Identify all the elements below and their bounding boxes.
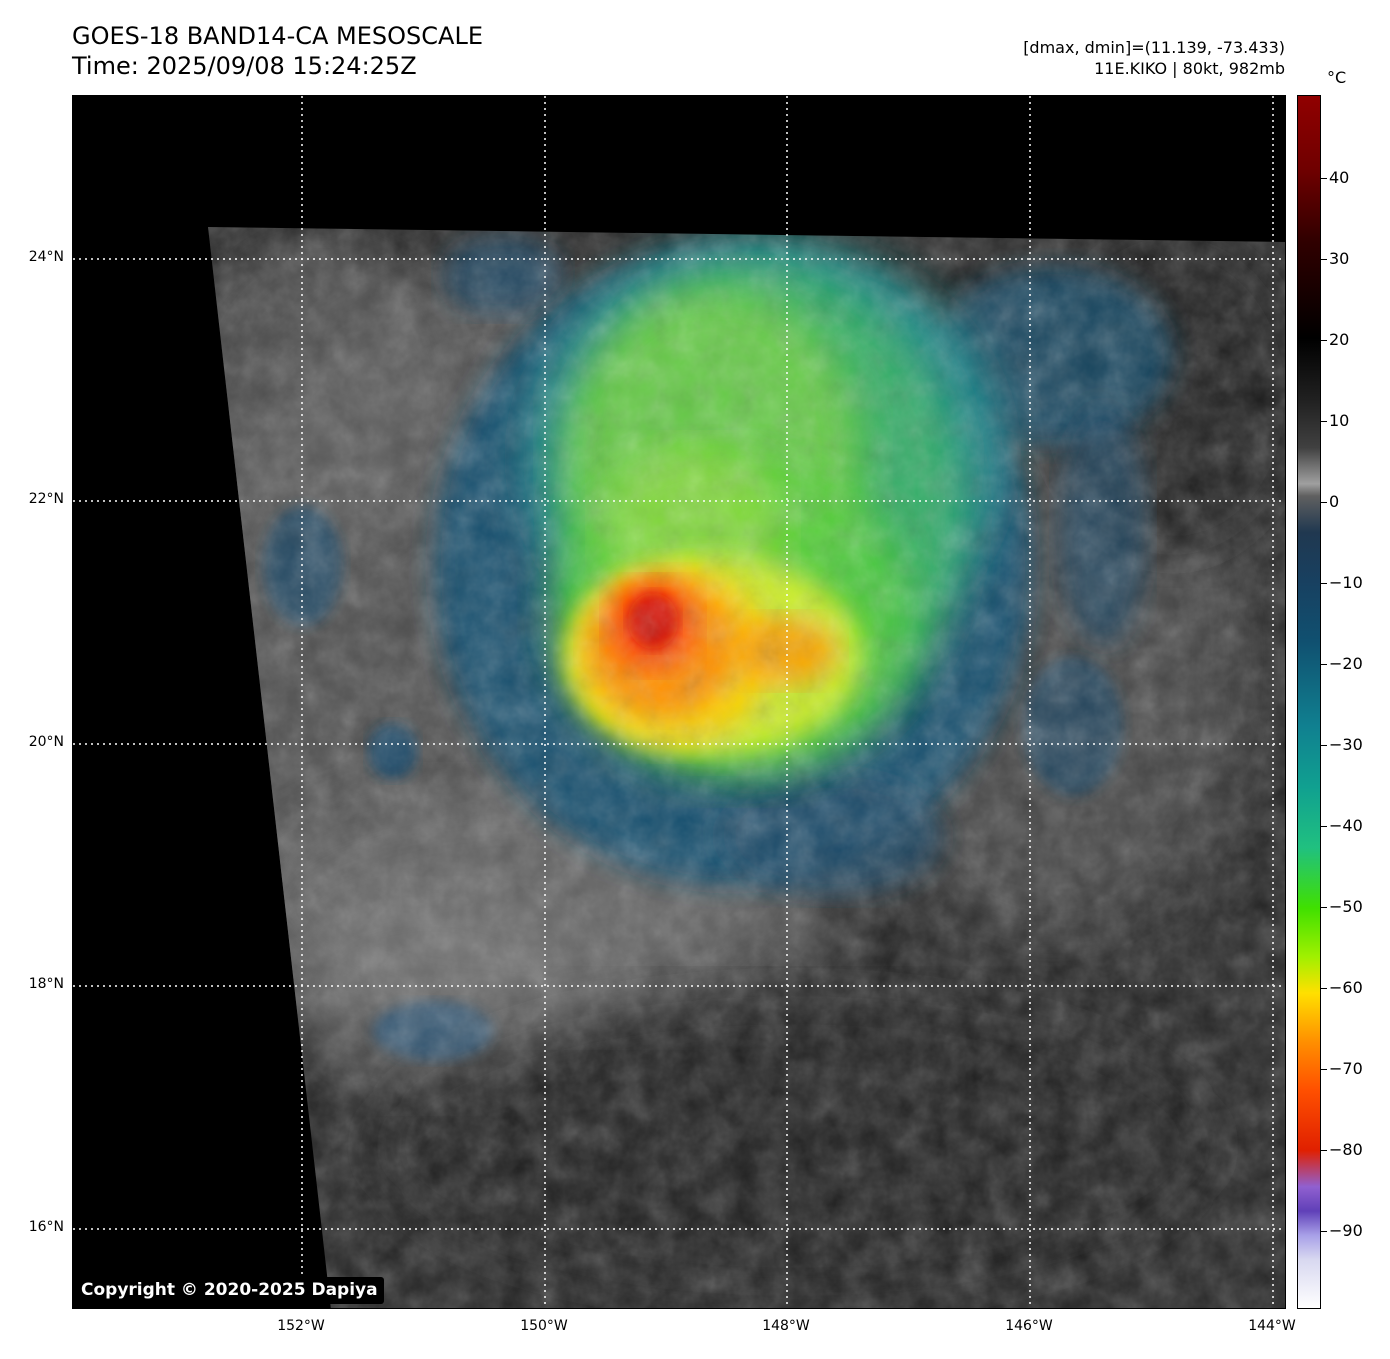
colorbar-tick-label: −20 <box>1329 654 1363 673</box>
image-title: GOES-18 BAND14-CA MESOSCALE <box>72 22 483 50</box>
lon-label-148w: 148°W <box>762 1318 810 1334</box>
lat-label-20n: 20°N <box>28 734 64 750</box>
lat-label-16n: 16°N <box>28 1219 64 1235</box>
colorbar-unit: °C <box>1327 68 1347 87</box>
lon-label-144w: 144°W <box>1248 1318 1296 1334</box>
lon-label-152w: 152°W <box>277 1318 325 1334</box>
colorbar-tick-label: −80 <box>1329 1140 1363 1159</box>
colorbar-tick <box>1321 340 1327 341</box>
lat-label-22n: 22°N <box>28 491 64 507</box>
colorbar-tick <box>1321 826 1327 827</box>
colorbar-tick-label: 30 <box>1329 249 1350 268</box>
dmax-dmin-readout: [dmax, dmin]=(11.139, -73.433) <box>1023 38 1285 57</box>
lat-label-24n: 24°N <box>28 249 64 265</box>
colorbar-tick <box>1321 421 1327 422</box>
colorbar-tick-label: 20 <box>1329 330 1350 349</box>
colorbar-tick-label: 10 <box>1329 411 1350 430</box>
colorbar-tick <box>1321 178 1327 179</box>
colorbar-tick-label: 40 <box>1329 168 1350 187</box>
lon-label-146w: 146°W <box>1005 1318 1053 1334</box>
colorbar-tick <box>1321 583 1327 584</box>
colorbar-tick <box>1321 745 1327 746</box>
colorbar-tick <box>1321 664 1327 665</box>
image-time: Time: 2025/09/08 15:24:25Z <box>72 52 417 80</box>
colorbar-tick <box>1321 259 1327 260</box>
colorbar <box>1297 95 1321 1309</box>
lon-label-150w: 150°W <box>520 1318 568 1334</box>
colorbar-tick-label: −70 <box>1329 1059 1363 1078</box>
colorbar-tick-label: −30 <box>1329 735 1363 754</box>
colorbar-tick <box>1321 1069 1327 1070</box>
colorbar-tick <box>1321 988 1327 989</box>
colorbar-tick <box>1321 1231 1327 1232</box>
satellite-map: Copyright © 2020-2025 Dapiya <box>72 95 1286 1309</box>
colorbar-tick-label: −50 <box>1329 897 1363 916</box>
colorbar-tick-label: −10 <box>1329 573 1363 592</box>
copyright-label: Copyright © 2020-2025 Dapiya <box>77 1277 384 1304</box>
colorbar-tick-label: 0 <box>1329 492 1340 511</box>
storm-info: 11E.KIKO | 80kt, 982mb <box>1094 59 1285 78</box>
colorbar-tick-label: −60 <box>1329 978 1363 997</box>
colorbar-tick-label: −90 <box>1329 1221 1363 1240</box>
colorbar-tick <box>1321 502 1327 503</box>
colorbar-tick <box>1321 1150 1327 1151</box>
lat-label-18n: 18°N <box>28 976 64 992</box>
colorbar-tick-label: −40 <box>1329 816 1363 835</box>
satellite-imagery <box>73 96 1285 1308</box>
colorbar-tick <box>1321 907 1327 908</box>
